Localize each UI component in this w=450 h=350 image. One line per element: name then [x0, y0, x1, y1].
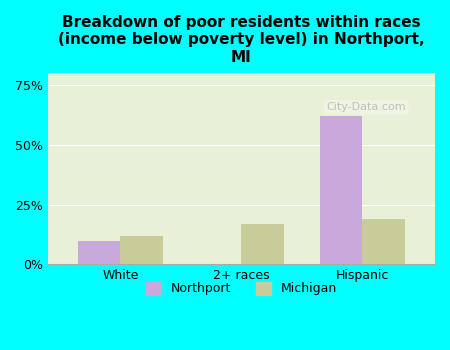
Legend: Northport, Michigan: Northport, Michigan — [140, 277, 342, 300]
Bar — [121, 236, 163, 265]
Bar — [320, 116, 362, 265]
Text: City-Data.com: City-Data.com — [327, 103, 406, 112]
Bar — [242, 224, 284, 265]
Title: Breakdown of poor residents within races
(income below poverty level) in Northpo: Breakdown of poor residents within races… — [58, 15, 425, 65]
Bar — [78, 240, 121, 265]
Bar — [362, 219, 405, 265]
